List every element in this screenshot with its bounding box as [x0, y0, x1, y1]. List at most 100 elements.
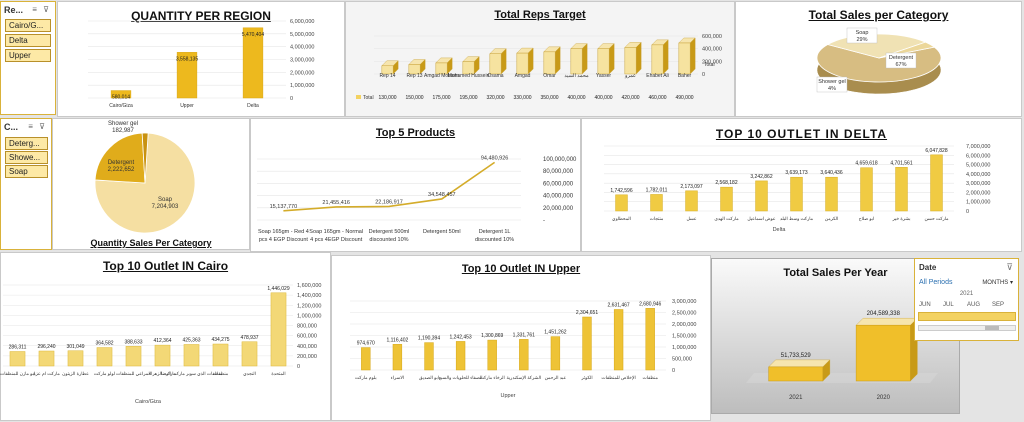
- bar: [462, 61, 475, 75]
- legend-label: Total: [704, 62, 715, 68]
- category-slicer-item[interactable]: Deterg...: [5, 137, 48, 150]
- category-label: Amgad: [515, 73, 531, 79]
- category-label: Yasser: [596, 73, 612, 79]
- bar: [768, 366, 824, 382]
- category-slicer-item[interactable]: Soap: [5, 165, 48, 178]
- y-tick-label: 2,000,000: [290, 70, 314, 76]
- region-slicer-item[interactable]: Delta: [5, 34, 51, 47]
- bar: [408, 64, 421, 75]
- y-tick-label: 0: [966, 209, 969, 215]
- chart-title: Top 5 Products: [375, 127, 456, 139]
- category-label: ماركت الزهراء: [149, 371, 177, 377]
- region-slicer-item[interactable]: Upper: [5, 49, 51, 62]
- bar: [125, 346, 142, 367]
- top-10-upper-chart: 3,000,000 2,500,000 2,000,000 1,500,000 1,00…: [350, 299, 696, 399]
- category-label: الاسراء: [391, 375, 404, 381]
- data-label: 2,304,651: [576, 310, 598, 316]
- category-label: الرخاء ماركت: [480, 375, 505, 381]
- timeline-scroll-thumb[interactable]: [985, 326, 999, 330]
- data-label: 3,640,436: [820, 170, 842, 176]
- top-10-cairo-panel: Top 10 Outlet IN Cairo 1,600,000 1,400,00…: [0, 252, 331, 421]
- bar: [624, 47, 637, 75]
- category-label: المحطاوي: [612, 216, 631, 222]
- timeline-month[interactable]: JUN: [919, 302, 931, 308]
- slice-percent: 67%: [895, 62, 906, 68]
- category-label: بلوم ماركت: [355, 375, 377, 381]
- category-label: ابو الصديق: [419, 375, 439, 381]
- category-label: عبد الرحمن: [545, 375, 567, 381]
- timeline-level-dropdown[interactable]: MONTHS ▾: [982, 279, 1013, 286]
- bar: [570, 48, 583, 75]
- quantity-per-region-panel: QUANTITY PER REGION 6,000,000 5,000,000 4,…: [57, 1, 345, 117]
- legend-swatch: [356, 95, 361, 99]
- bar: [242, 27, 264, 99]
- category-slicer-filter-icon[interactable]: ≡ ⊽: [28, 122, 47, 131]
- timeline-month[interactable]: SEP: [992, 302, 1005, 308]
- y-tick-label: 0: [672, 368, 675, 374]
- date-timeline: Date ⊽ All Periods MONTHS ▾ 2021 JUN JUL…: [914, 258, 1019, 341]
- category-label: Baher: [678, 73, 692, 79]
- category-label: منظفات الذي سوبر ماركت الرضا: [161, 371, 223, 377]
- y-tick-label: 3,000,000: [966, 181, 990, 187]
- pie-slice: [94, 132, 146, 184]
- y-tick-label: 6,000,000: [290, 19, 314, 25]
- data-label: 434,275: [211, 337, 229, 343]
- timeline-month[interactable]: JUL: [943, 302, 954, 308]
- top-10-delta-chart: 7,000,000 6,000,000 5,000,000 4,000,000 3,00…: [604, 144, 990, 233]
- chart-title: Quantity Sales Per Category: [90, 238, 212, 248]
- category-label: Upper: [180, 103, 194, 109]
- timeline-header: Date: [919, 263, 937, 272]
- data-label: 3,558,135: [176, 56, 198, 62]
- category-slicer-item[interactable]: Showe...: [5, 151, 48, 164]
- y-tick-label: 5,000,000: [290, 32, 314, 38]
- data-label: 460,000: [648, 95, 666, 101]
- y-tick-label: 7,000,000: [966, 144, 990, 150]
- data-label: 2,631,467: [607, 302, 629, 308]
- bar: [487, 339, 497, 371]
- bar: [543, 51, 556, 75]
- bar-side: [662, 39, 669, 75]
- region-slicer-header: Re...: [4, 5, 24, 15]
- quantity-per-region-chart: 6,000,000 5,000,000 4,000,000 3,000,000 2,00…: [88, 19, 314, 109]
- y-tick-label: 6,000,000: [966, 153, 990, 159]
- top-10-cairo-chart: 1,600,000 1,400,000 1,200,000 1,000,000 800,…: [0, 283, 321, 405]
- bar: [650, 194, 663, 212]
- data-label: 364,582: [95, 341, 113, 347]
- data-label: 478,937: [240, 335, 258, 341]
- sales-per-category-panel: Total Sales per Category Detergent 67% Soa…: [735, 1, 1022, 117]
- category-label: منظفات: [643, 375, 659, 380]
- chart-title: Total Sales Per Year: [783, 267, 888, 279]
- y-tick-label: 1,000,000: [297, 313, 321, 319]
- data-label: 286,311: [9, 345, 27, 351]
- region-slicer-item[interactable]: Cairo/G...: [5, 19, 51, 32]
- timeline-bar[interactable]: [918, 312, 1016, 321]
- slice-value: 7,204,903: [152, 204, 179, 210]
- region-slicer-filter-icon[interactable]: ≡ ⊽: [32, 5, 51, 14]
- data-label: 1,116,402: [386, 337, 408, 343]
- category-label: Mohamed Hussein: [448, 73, 490, 79]
- y-tick-label: 500,000: [672, 357, 692, 363]
- data-label: 320,000: [486, 95, 504, 101]
- data-label: 350,000: [540, 95, 558, 101]
- y-tick-label: 1,600,000: [297, 283, 321, 289]
- y-tick-label: 0: [290, 96, 293, 102]
- bar: [825, 176, 838, 212]
- bar: [489, 53, 502, 75]
- timeline-month[interactable]: AUG: [967, 302, 981, 308]
- bar: [613, 309, 624, 371]
- slice-label: Detergent: [889, 55, 914, 61]
- timeline-filter-icon[interactable]: ⊽: [1006, 262, 1013, 272]
- category-label: Rep 13: [406, 73, 422, 79]
- bar: [110, 90, 132, 99]
- data-label: 175,000: [432, 95, 450, 101]
- category-label: Soap 165gm - Normal 4 pcs 4EGP Discount: [309, 229, 363, 243]
- data-label: 195,000: [459, 95, 477, 101]
- top-10-upper-panel: Top 10 Outlet IN Upper 3,000,000 2,500,00…: [331, 255, 711, 421]
- bar: [455, 341, 466, 371]
- series-line: [283, 161, 496, 212]
- data-label: 2,173,097: [680, 184, 702, 190]
- y-tick-label: 0: [702, 72, 705, 78]
- category-label: Detergent 500ml discounted 10%: [369, 229, 410, 243]
- timeline-scrollbar[interactable]: [918, 325, 1016, 331]
